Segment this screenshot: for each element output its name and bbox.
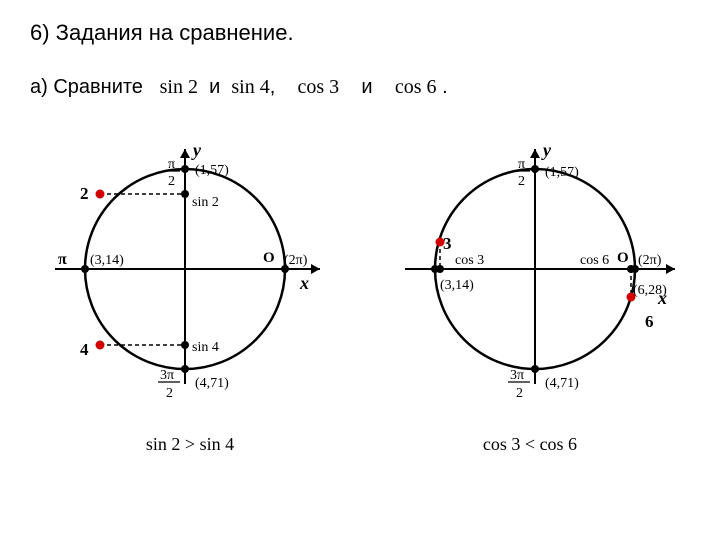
svg-text:2: 2: [516, 386, 523, 401]
svg-text:y: y: [191, 140, 202, 160]
svg-text:(3,14): (3,14): [90, 253, 124, 268]
svg-text:cos 3: cos 3: [455, 253, 484, 268]
right-diagram: yxO(2π)(6,28)(3,14)π2(1,57)3π2(4,71)3cos…: [380, 119, 680, 455]
svg-text:π: π: [518, 157, 525, 172]
svg-text:2: 2: [168, 174, 175, 189]
and1-text: и: [209, 76, 220, 98]
right-unit-circle: yxO(2π)(6,28)(3,14)π2(1,57)3π2(4,71)3cos…: [380, 119, 680, 419]
svg-text:(2π): (2π): [284, 253, 308, 268]
svg-text:(4,71): (4,71): [545, 376, 579, 391]
cos6-text: cos 6: [395, 76, 437, 98]
svg-text:2: 2: [80, 184, 89, 203]
svg-text:2: 2: [518, 174, 525, 189]
svg-text:sin 4: sin 4: [192, 340, 219, 355]
sin2-text: sin 2: [160, 76, 198, 98]
cos3-text: cos 3: [298, 76, 340, 98]
svg-text:6: 6: [645, 312, 654, 331]
comma-text: ,: [270, 76, 276, 98]
svg-text:x: x: [299, 273, 309, 293]
compare-prefix: а) Сравните: [30, 76, 143, 98]
svg-text:π: π: [58, 251, 67, 268]
page-title: 6) Задания на сравнение.: [30, 20, 690, 46]
svg-text:cos 6: cos 6: [580, 253, 609, 268]
svg-text:(6,28): (6,28): [633, 283, 667, 298]
left-answer: sin 2 > sin 4: [40, 434, 340, 455]
svg-text:y: y: [541, 140, 552, 160]
svg-text:sin 2: sin 2: [192, 195, 219, 210]
svg-text:O: O: [263, 250, 275, 266]
right-answer: cos 3 < cos 6: [380, 434, 680, 455]
svg-text:2: 2: [166, 386, 173, 401]
period-text: .: [442, 76, 448, 98]
and2-text: и: [361, 76, 372, 98]
svg-text:(4,71): (4,71): [195, 376, 229, 391]
svg-text:O: O: [617, 250, 629, 266]
compare-instruction: а) Сравните sin 2 и sin 4, cos 3 и cos 6…: [30, 76, 690, 99]
svg-text:(2π): (2π): [638, 253, 662, 268]
svg-text:(1,57): (1,57): [195, 163, 229, 178]
svg-text:4: 4: [80, 340, 89, 359]
svg-text:3π: 3π: [160, 368, 174, 383]
svg-text:3: 3: [443, 234, 452, 253]
left-diagram: y x O (2π) π (3,14) π 2 (1,57) 3π 2 (4,71) 2 sin 2 4 si…: [40, 119, 340, 455]
svg-text:(1,57): (1,57): [545, 165, 579, 180]
svg-text:3π: 3π: [510, 368, 524, 383]
sin4-text: sin 4: [231, 76, 269, 98]
svg-text:(3,14): (3,14): [440, 278, 474, 293]
left-unit-circle: y x O (2π) π (3,14) π 2 (1,57) 3π 2 (4,71) 2 sin 2 4 si…: [40, 119, 340, 419]
svg-text:π: π: [168, 157, 175, 172]
diagrams-row: yxO(2π)π(3,14)π2(1,57)3π2(4,71)2sin 24si…: [30, 119, 690, 455]
